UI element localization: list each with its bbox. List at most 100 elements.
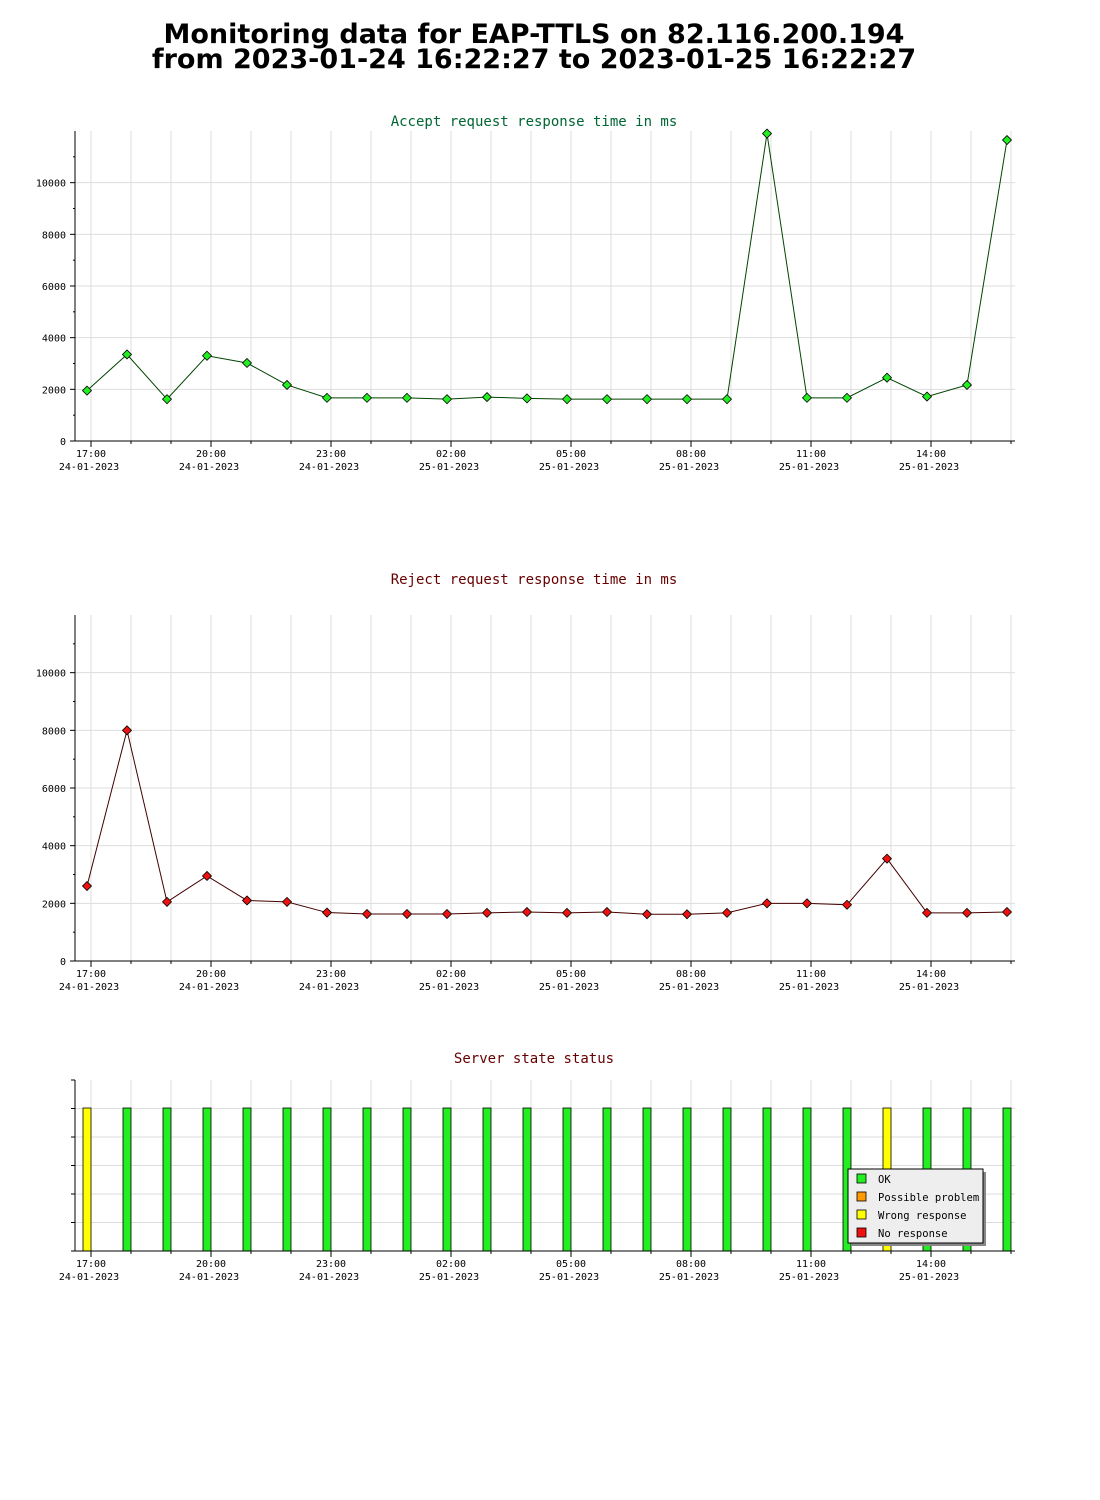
data-point xyxy=(801,898,813,909)
data-point xyxy=(161,896,173,907)
data-point xyxy=(161,394,173,405)
data-point xyxy=(521,906,533,918)
x-tick-label-date: 25-01-2023 xyxy=(899,462,959,473)
x-tick-label-time: 20:00 xyxy=(196,449,226,460)
status-bar xyxy=(602,1107,612,1252)
legend-swatch xyxy=(856,1227,867,1238)
data-point xyxy=(401,908,413,920)
legend-swatch xyxy=(856,1191,867,1202)
x-tick-label-date: 24-01-2023 xyxy=(59,462,119,473)
y-tick-label: 8000 xyxy=(42,230,66,241)
data-point xyxy=(881,372,893,383)
x-tick-label-time: 17:00 xyxy=(76,969,106,980)
data-point xyxy=(361,908,373,920)
y-tick-label: 0 xyxy=(60,437,66,448)
x-tick-label-date: 25-01-2023 xyxy=(779,1272,839,1283)
data-point xyxy=(81,880,93,892)
data-point xyxy=(281,379,293,391)
x-tick-label-time: 20:00 xyxy=(196,969,226,980)
status-bar xyxy=(642,1107,652,1252)
x-tick-label-time: 08:00 xyxy=(676,1259,706,1270)
y-tick-label: 10000 xyxy=(36,179,66,190)
data-point xyxy=(721,394,733,405)
x-tick-label-time: 08:00 xyxy=(676,969,706,980)
data-point xyxy=(601,394,613,405)
data-point xyxy=(561,907,573,918)
legend-label: OK xyxy=(878,1174,891,1186)
data-point xyxy=(681,909,693,920)
x-tick-label-time: 11:00 xyxy=(796,1259,826,1270)
x-tick-label-date: 25-01-2023 xyxy=(419,462,479,473)
series-line xyxy=(86,133,1008,400)
status-bar xyxy=(482,1107,492,1252)
status-bar xyxy=(362,1107,372,1252)
data-point xyxy=(761,898,773,909)
data-point xyxy=(441,394,453,405)
status-bar xyxy=(1002,1107,1012,1252)
x-tick-label-date: 25-01-2023 xyxy=(659,462,719,473)
status-bar xyxy=(802,1107,812,1252)
data-point xyxy=(121,725,133,736)
status-bar xyxy=(122,1107,132,1252)
x-tick-label-time: 02:00 xyxy=(436,969,466,980)
y-tick-label: 6000 xyxy=(42,784,66,795)
data-point xyxy=(201,350,213,361)
status-bar xyxy=(682,1107,692,1252)
x-tick-label-date: 24-01-2023 xyxy=(299,462,359,473)
legend-label: No response xyxy=(878,1228,948,1240)
data-point xyxy=(841,392,853,403)
status-bar xyxy=(322,1107,332,1252)
x-tick-label-time: 20:00 xyxy=(196,1259,226,1270)
x-tick-label-time: 17:00 xyxy=(76,1259,106,1270)
x-tick-label-date: 24-01-2023 xyxy=(299,1272,359,1283)
x-tick-label-time: 14:00 xyxy=(916,449,946,460)
x-tick-label-time: 05:00 xyxy=(556,969,586,980)
data-point xyxy=(681,394,693,405)
data-point xyxy=(961,907,973,918)
y-tick-label: 8000 xyxy=(42,726,66,737)
data-point xyxy=(481,907,493,918)
status-bar xyxy=(162,1107,172,1252)
data-point xyxy=(241,357,253,369)
data-point xyxy=(601,906,613,918)
page-title: Monitoring data for EAP-TTLS on 82.116.2… xyxy=(0,21,1068,75)
x-tick-label-date: 24-01-2023 xyxy=(179,982,239,993)
data-point xyxy=(321,392,333,403)
status-bar xyxy=(762,1107,772,1252)
data-point xyxy=(81,385,93,396)
data-point xyxy=(881,853,893,864)
data-point xyxy=(721,907,733,918)
chart-title: Reject request response time in ms xyxy=(391,572,678,588)
x-tick-label-date: 24-01-2023 xyxy=(299,982,359,993)
data-point xyxy=(1001,134,1013,146)
x-tick-label-date: 24-01-2023 xyxy=(59,1272,119,1283)
legend-label: Wrong response xyxy=(878,1210,967,1222)
y-tick-label: 2000 xyxy=(42,899,66,910)
x-tick-label-time: 11:00 xyxy=(796,969,826,980)
data-point xyxy=(401,392,413,403)
x-tick-label-date: 25-01-2023 xyxy=(899,1272,959,1283)
status-bar xyxy=(82,1107,92,1252)
status-bar xyxy=(442,1107,452,1252)
chart-title: Server state status xyxy=(454,1051,614,1067)
x-tick-label-time: 23:00 xyxy=(316,449,346,460)
data-point xyxy=(201,870,213,882)
data-point xyxy=(641,909,653,920)
y-tick-label: 4000 xyxy=(42,842,66,853)
x-tick-label-time: 02:00 xyxy=(436,1259,466,1270)
status-bar xyxy=(722,1107,732,1252)
chart-title: Accept request response time in ms xyxy=(391,114,678,130)
x-tick-label-date: 25-01-2023 xyxy=(539,1272,599,1283)
x-tick-label-date: 24-01-2023 xyxy=(179,1272,239,1283)
data-point xyxy=(961,379,973,391)
status-bar xyxy=(202,1107,212,1252)
data-point xyxy=(321,907,333,918)
x-tick-label-date: 24-01-2023 xyxy=(59,982,119,993)
page-title-line-2: from 2023-01-24 16:22:27 to 2023-01-25 1… xyxy=(151,44,917,75)
data-point xyxy=(441,908,453,920)
data-point xyxy=(641,394,653,405)
x-tick-label-time: 08:00 xyxy=(676,449,706,460)
status-bar xyxy=(242,1107,252,1252)
legend-label: Possible problem xyxy=(878,1192,979,1204)
